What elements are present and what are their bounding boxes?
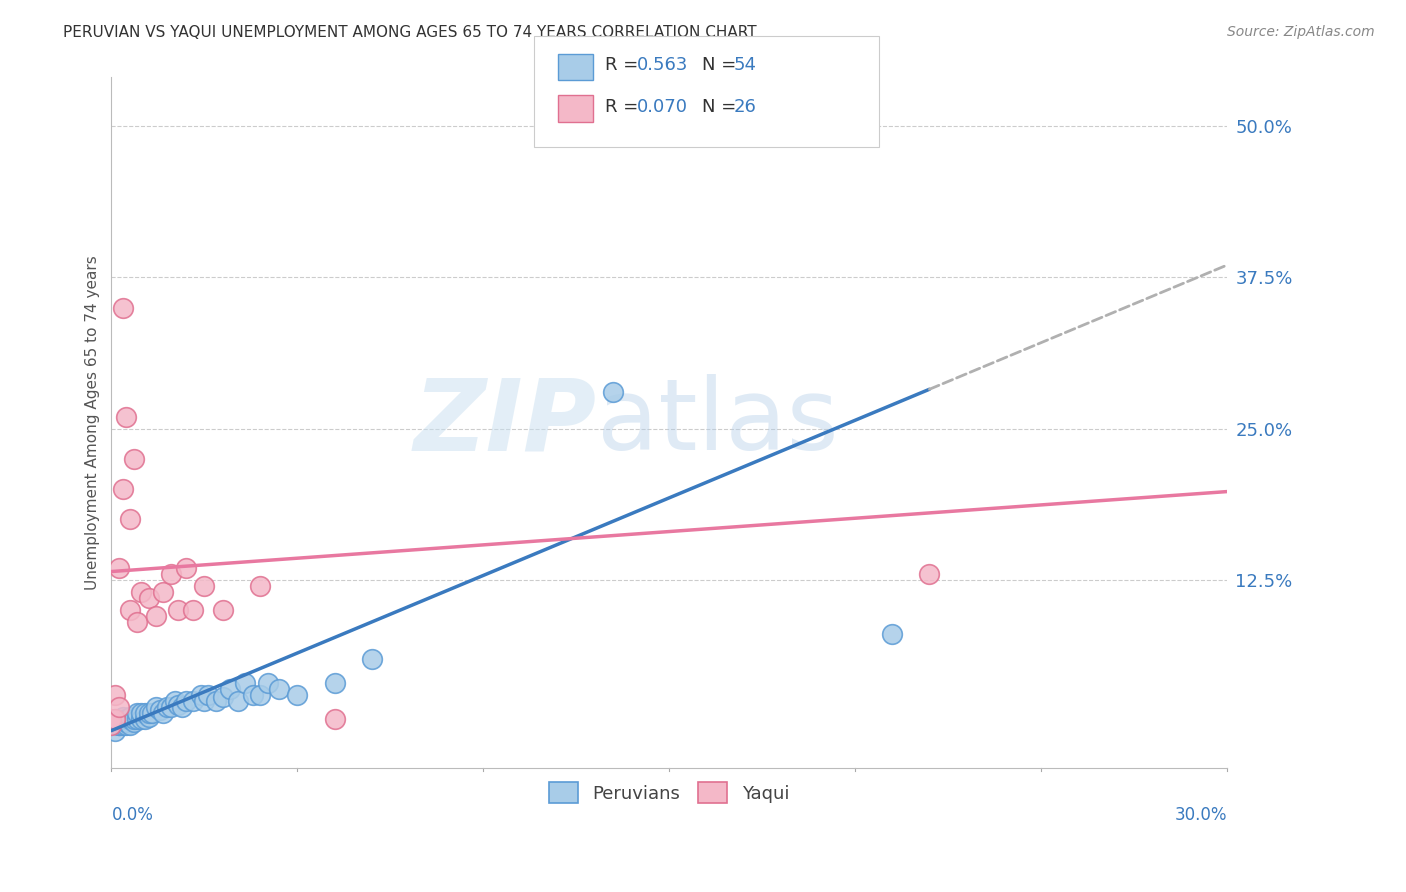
Point — [100, 712, 122, 726]
Point — [167, 698, 190, 712]
Point — [104, 712, 127, 726]
Point — [129, 706, 152, 721]
Text: 54: 54 — [734, 56, 756, 74]
Point — [138, 591, 160, 606]
Text: 26: 26 — [734, 98, 756, 116]
Point — [193, 694, 215, 708]
Point — [204, 694, 226, 708]
Point — [127, 706, 149, 721]
Point — [233, 676, 256, 690]
Point — [111, 482, 134, 496]
Point — [111, 301, 134, 315]
Point — [163, 694, 186, 708]
Point — [145, 700, 167, 714]
Point — [267, 681, 290, 696]
Point — [134, 712, 156, 726]
Text: 0.563: 0.563 — [637, 56, 689, 74]
Point — [118, 512, 141, 526]
Point — [249, 688, 271, 702]
Point — [249, 579, 271, 593]
Point — [108, 712, 131, 726]
Point — [323, 676, 346, 690]
Point — [108, 718, 131, 732]
Text: ZIP: ZIP — [413, 374, 596, 471]
Point — [111, 710, 134, 724]
Point — [127, 615, 149, 630]
Point — [108, 718, 131, 732]
Legend: Peruvians, Yaqui: Peruvians, Yaqui — [541, 775, 796, 811]
Text: R =: R = — [605, 56, 644, 74]
Point — [111, 718, 134, 732]
Text: 0.070: 0.070 — [637, 98, 688, 116]
Point — [219, 681, 242, 696]
Point — [285, 688, 308, 702]
Point — [111, 714, 134, 729]
Text: 0.0%: 0.0% — [111, 805, 153, 823]
Point — [104, 688, 127, 702]
Point — [212, 690, 235, 705]
Point — [118, 718, 141, 732]
Point — [149, 702, 172, 716]
Point — [104, 724, 127, 739]
Point — [918, 566, 941, 581]
Point — [118, 710, 141, 724]
Point — [129, 585, 152, 599]
Point — [104, 718, 127, 732]
Text: 30.0%: 30.0% — [1174, 805, 1227, 823]
Point — [323, 712, 346, 726]
Text: Source: ZipAtlas.com: Source: ZipAtlas.com — [1227, 25, 1375, 39]
Point — [156, 700, 179, 714]
Point — [141, 706, 163, 721]
Point — [602, 385, 624, 400]
Point — [174, 694, 197, 708]
Point — [104, 712, 127, 726]
Point — [115, 714, 138, 729]
Point — [160, 566, 183, 581]
Point — [115, 718, 138, 732]
Point — [360, 651, 382, 665]
Point — [152, 585, 174, 599]
Point — [197, 688, 219, 702]
Point — [122, 451, 145, 466]
Point — [138, 710, 160, 724]
Point — [108, 561, 131, 575]
Point — [174, 561, 197, 575]
Point — [170, 700, 193, 714]
Point — [122, 712, 145, 726]
Point — [100, 718, 122, 732]
Point — [134, 706, 156, 721]
Point — [122, 714, 145, 729]
Point — [256, 676, 278, 690]
Point — [226, 694, 249, 708]
Text: R =: R = — [605, 98, 644, 116]
Point — [152, 706, 174, 721]
Point — [145, 609, 167, 624]
Point — [212, 603, 235, 617]
Point — [108, 700, 131, 714]
Point — [242, 688, 264, 702]
Point — [882, 627, 904, 641]
Point — [167, 603, 190, 617]
Text: N =: N = — [702, 56, 741, 74]
Point — [118, 603, 141, 617]
Point — [181, 603, 204, 617]
Y-axis label: Unemployment Among Ages 65 to 74 years: Unemployment Among Ages 65 to 74 years — [86, 255, 100, 590]
Point — [138, 706, 160, 721]
Point — [160, 700, 183, 714]
Point — [115, 712, 138, 726]
Point — [118, 712, 141, 726]
Point — [127, 712, 149, 726]
Text: N =: N = — [702, 98, 741, 116]
Text: atlas: atlas — [596, 374, 838, 471]
Text: PERUVIAN VS YAQUI UNEMPLOYMENT AMONG AGES 65 TO 74 YEARS CORRELATION CHART: PERUVIAN VS YAQUI UNEMPLOYMENT AMONG AGE… — [63, 25, 756, 40]
Point — [100, 718, 122, 732]
Point — [193, 579, 215, 593]
Point — [181, 694, 204, 708]
Point — [115, 409, 138, 424]
Point — [129, 712, 152, 726]
Point — [190, 688, 212, 702]
